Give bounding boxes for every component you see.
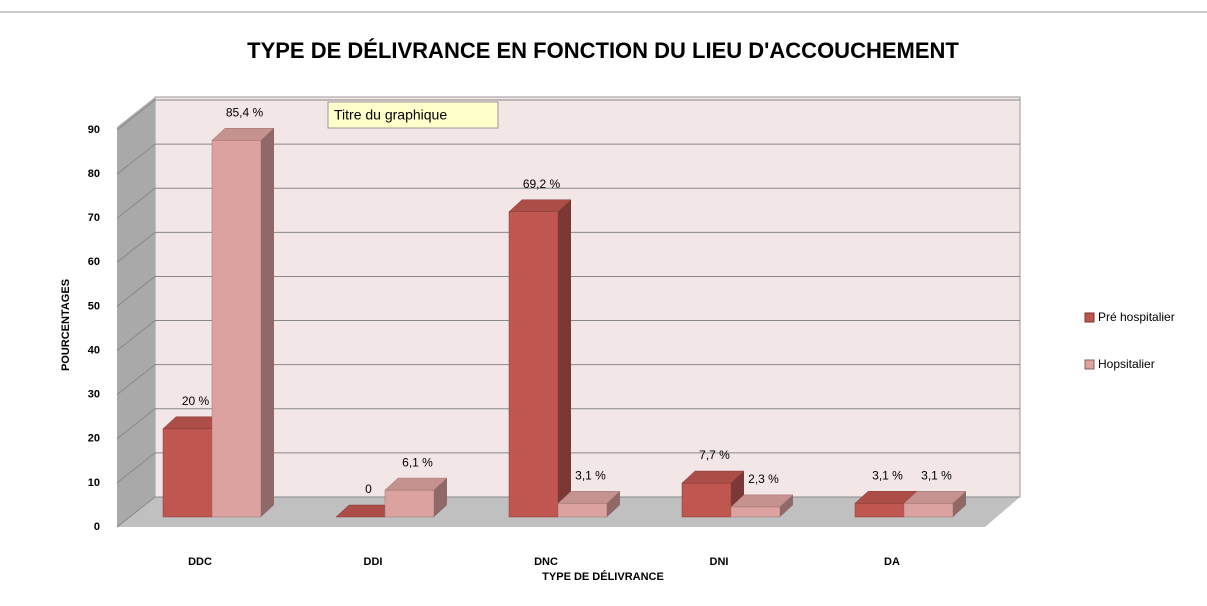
bar [854, 503, 905, 518]
legend-label: Hopsitalier [1098, 357, 1155, 371]
bar-side [261, 128, 274, 517]
grid-line-side [116, 187, 156, 219]
y-tick-label: 30 [88, 389, 100, 401]
data-label: 3,1 % [872, 468, 903, 482]
y-tick-label: 50 [88, 300, 100, 312]
tooltip-box [327, 101, 499, 129]
grid-line-side [116, 143, 156, 175]
back-wall [154, 96, 1021, 498]
bar [508, 211, 559, 518]
side-wall [117, 97, 155, 527]
y-tick-label: 80 [88, 168, 100, 180]
data-label: 85,4 % [226, 105, 264, 119]
legend-swatch [1084, 359, 1095, 370]
y-tick-label: 10 [88, 477, 100, 489]
data-label: 7,7 % [699, 448, 730, 462]
grid [116, 99, 1020, 528]
bar-side [434, 478, 447, 517]
grid-line-side [116, 231, 156, 263]
data-label: 3,1 % [575, 468, 606, 482]
data-label: 6,1 % [402, 455, 433, 469]
bar [730, 506, 781, 518]
bar [162, 428, 213, 518]
bars [162, 128, 967, 518]
data-label: 3,1 % [921, 468, 952, 482]
legend-label: Pré hospitalier [1098, 310, 1175, 324]
y-axis-title: POURCENTAGES [60, 279, 72, 371]
grid-line-side [116, 320, 156, 351]
grid-line-side [116, 452, 156, 484]
bar [384, 489, 435, 518]
data-label: 20 % [182, 394, 210, 408]
x-axis-title: TYPE DE DÉLIVRANCE [542, 570, 664, 583]
bar [681, 482, 732, 518]
bar-side [953, 491, 966, 517]
data-label: 69,2 % [523, 177, 561, 191]
x-tick-label: DA [884, 556, 900, 568]
tooltip: Titre du graphique [334, 107, 447, 123]
grid-line-side [116, 99, 156, 131]
bar [557, 503, 608, 518]
grid-line-side [116, 496, 156, 528]
y-tick-label: 90 [88, 124, 100, 136]
bar-side [607, 491, 620, 517]
bar [903, 503, 954, 518]
chart-title: TYPE DE DÉLIVRANCE EN FONCTION DU LIEU D… [247, 38, 959, 63]
legend-swatch [1084, 312, 1095, 323]
y-tick-label: 20 [88, 433, 100, 445]
x-tick-label: DDC [188, 556, 212, 568]
data-label: 2,3 % [748, 472, 779, 486]
y-tick-label: 70 [88, 212, 100, 224]
x-tick-label: DNC [534, 556, 558, 568]
bar-side [780, 494, 793, 517]
x-tick-label: DNI [710, 556, 729, 568]
bar-side [558, 199, 571, 518]
grid-line-side [116, 276, 156, 307]
y-tick-label: 0 [94, 521, 100, 533]
grid-line-side [116, 364, 156, 396]
bar [211, 140, 262, 518]
grid-line-side [116, 408, 156, 440]
y-tick-label: 60 [88, 256, 100, 268]
x-tick-label: DDI [364, 556, 383, 568]
y-tick-label: 40 [88, 344, 100, 356]
data-label: 0 [365, 482, 372, 496]
